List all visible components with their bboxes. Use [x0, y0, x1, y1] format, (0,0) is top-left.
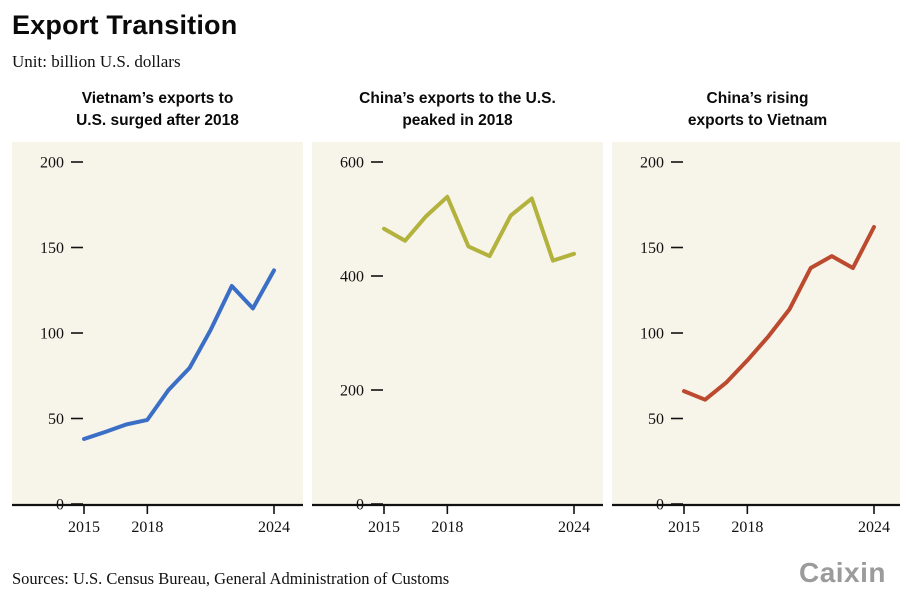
page: Export Transition Unit: billion U.S. dol…	[12, 10, 900, 542]
x-tick-label: 2015	[368, 519, 400, 536]
footer: Sources: U.S. Census Bureau, General Adm…	[12, 557, 886, 589]
y-tick-label: 150	[40, 240, 64, 257]
y-tick-label: 50	[48, 411, 64, 428]
sources-note: Sources: U.S. Census Bureau, General Adm…	[12, 569, 450, 588]
chart-column-china-to-us: China’s exports to the U.S. peaked in 20…	[312, 88, 603, 542]
plot-background	[312, 142, 603, 505]
data-series-line	[382, 194, 576, 263]
caixin-logo: Caixin	[798, 557, 886, 588]
x-tick-label: 2018	[131, 519, 163, 536]
page-title: Export Transition	[12, 10, 238, 40]
x-tick-label: 2015	[68, 519, 100, 536]
y-tick-label: 200	[640, 155, 664, 172]
chart-title-china-to-vietnam: China’s rising exports to Vietnam	[612, 88, 900, 138]
chart-title-china-to-us: China’s exports to the U.S. peaked in 20…	[312, 88, 603, 138]
unit-label: Unit: billion U.S. dollars	[12, 52, 181, 71]
chart-title-vietnam-to-us: Vietnam’s exports to U.S. surged after 2…	[12, 88, 303, 138]
chart-title-line: China’s exports to the U.S.	[359, 90, 556, 107]
y-tick-label: 50	[648, 411, 664, 428]
y-tick-label: 100	[640, 326, 664, 343]
x-tick-label: 2024	[558, 519, 590, 536]
chart-title-line: China’s rising	[706, 90, 809, 107]
chart-column-china-to-vietnam: China’s rising exports to Vietnam 050100…	[612, 88, 900, 542]
x-tick-label: 2015	[668, 519, 700, 536]
y-tick-label: 150	[640, 240, 664, 257]
chart-column-vietnam-to-us: Vietnam’s exports to U.S. surged after 2…	[12, 88, 303, 542]
chart-title-line: peaked in 2018	[402, 112, 513, 130]
x-tick-label: 2018	[731, 519, 763, 536]
plot-background	[12, 142, 303, 505]
x-tick-label: 2018	[431, 519, 463, 536]
chart-title-line: Vietnam’s exports to	[81, 90, 234, 107]
data-series-line	[682, 225, 876, 402]
y-tick-label: 200	[40, 155, 64, 172]
charts-row: Vietnam’s exports to U.S. surged after 2…	[12, 88, 900, 542]
chart-title-line: exports to Vietnam	[687, 112, 828, 130]
y-tick-label: 600	[340, 155, 364, 172]
chart-canvas: 050100150200201520182024	[12, 142, 303, 536]
chart-china-to-vietnam: 050100150200201520182024	[612, 142, 900, 542]
chart-title-line: U.S. surged after 2018	[76, 112, 239, 130]
chart-vietnam-to-us: 050100150200201520182024	[12, 142, 303, 542]
y-tick-label: 100	[40, 326, 64, 343]
chart-canvas: 0200400600201520182024	[312, 142, 603, 536]
data-series-line	[82, 268, 276, 441]
chart-china-to-us: 0200400600201520182024	[312, 142, 603, 542]
x-tick-label: 2024	[858, 519, 890, 536]
plot-background	[612, 142, 900, 505]
y-tick-label: 400	[340, 269, 364, 286]
chart-canvas: 050100150200201520182024	[612, 142, 900, 536]
x-tick-label: 2024	[258, 519, 290, 536]
y-tick-label: 200	[340, 383, 364, 400]
